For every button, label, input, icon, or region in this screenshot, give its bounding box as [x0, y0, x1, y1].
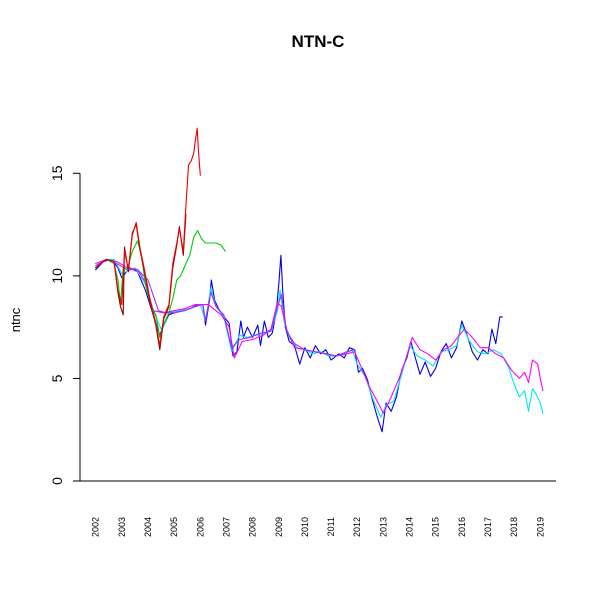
y-tick-label: 10: [49, 268, 65, 284]
series-line-5: [95, 230, 226, 338]
y-tick-label: 15: [49, 165, 65, 181]
series-line-6: [95, 213, 187, 351]
y-tick-label: 5: [49, 374, 65, 382]
plot-series-group: [95, 127, 544, 433]
x-tick-label: 2008: [248, 517, 258, 537]
x-tick-label: 2019: [535, 517, 545, 537]
x-tick-label: 2010: [300, 517, 310, 537]
x-tick-label: 2018: [509, 517, 519, 537]
series-line-1: [95, 254, 503, 433]
x-tick-label: 2014: [405, 517, 415, 537]
x-tick-label: 2004: [143, 517, 153, 537]
x-tick-label: 2002: [91, 517, 101, 537]
x-tick-label: 2005: [169, 517, 179, 537]
y-axis-label: ntnc: [8, 307, 23, 332]
series-line-4: [95, 258, 356, 357]
x-tick-label: 2013: [378, 517, 388, 537]
x-tick-label: 2016: [457, 517, 467, 537]
axes-group: 0 5 10 15 2002 2003 2004 2005 2006 2007 2008 2009 20…: [49, 165, 556, 537]
y-tick-label: 0: [49, 477, 65, 485]
series-line-2: [95, 258, 544, 418]
x-tick-label: 2015: [431, 517, 441, 537]
chart-title: NTN-C: [292, 32, 345, 51]
x-tick-label: 2003: [117, 517, 127, 537]
x-tick-label: 2012: [352, 517, 362, 537]
series-line-3: [95, 258, 544, 414]
x-tick-label: 2007: [221, 517, 231, 537]
x-tick-label: 2017: [483, 517, 493, 537]
x-tick-label: 2006: [195, 517, 205, 537]
series-line-7: [95, 127, 201, 347]
x-tick-label: 2011: [326, 517, 336, 536]
x-tick-label: 2009: [274, 517, 284, 537]
